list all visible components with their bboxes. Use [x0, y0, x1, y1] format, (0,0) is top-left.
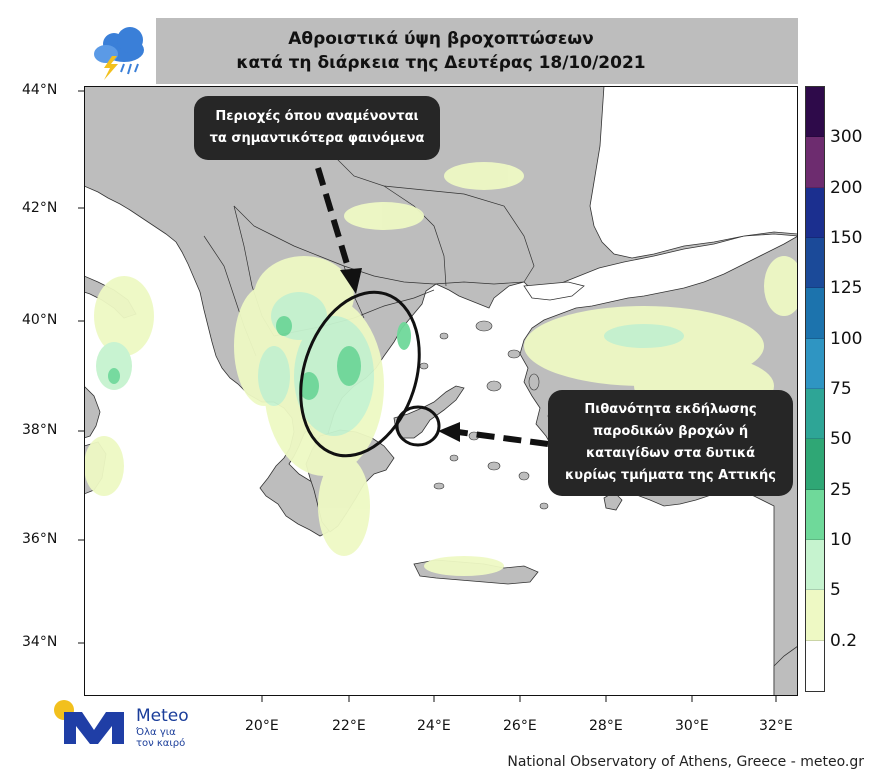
legend-label: 300 — [830, 127, 863, 148]
legend-swatch — [806, 187, 824, 238]
lon-label-28: 28°E — [589, 718, 623, 734]
logo-tagline: Όλα για τον καιρό — [136, 727, 185, 749]
precipitation-legend-bar — [805, 86, 825, 692]
precipitation-areas — [84, 162, 798, 576]
legend-swatch — [806, 288, 824, 339]
logo-tagline-line1: Όλα για — [136, 727, 176, 738]
legend-swatch — [806, 388, 824, 440]
black-sea — [589, 86, 798, 259]
lon-label-20: 20°E — [245, 718, 279, 734]
cyprus-island — [773, 645, 798, 696]
map-frame — [84, 86, 798, 696]
rain-cloud-lightning-icon — [84, 18, 156, 84]
legend-swatch — [806, 640, 824, 691]
legend-label: 75 — [830, 379, 852, 399]
callout-attica-line4: κυρίως τμήματα της Αττικής — [565, 468, 776, 483]
legend-label: 150 — [830, 228, 863, 248]
legend-swatch — [806, 338, 824, 389]
lon-label-24: 24°E — [417, 718, 451, 734]
lon-label-22: 22°E — [332, 718, 366, 734]
legend-label: 5 — [830, 580, 841, 601]
meteo-logo-icon — [54, 700, 124, 744]
callout-attica-line3: καταιγίδων στα δυτικά — [585, 446, 756, 461]
callout-attica-line2: παροδικών βροχών ή — [592, 424, 749, 439]
marmara-sea — [523, 281, 585, 301]
lat-label-44: 44°N — [22, 82, 58, 98]
logo-name: Meteo — [136, 706, 189, 726]
arrow-to-main-area — [315, 167, 353, 275]
legend-swatch — [806, 137, 824, 188]
lat-label-40: 40°N — [22, 312, 58, 328]
legend-swatch — [806, 539, 824, 591]
legend-label: 10 — [830, 530, 852, 550]
map-ticks — [78, 90, 777, 702]
lat-label-36: 36°N — [22, 531, 58, 547]
map-title-box: Αθροιστικά ύψη βροχοπτώσεων κατά τη διάρ… — [84, 18, 798, 84]
legend-swatch — [806, 489, 824, 540]
callout-main-phenomena: Περιοχές όπου αναμένονται τα σημαντικότε… — [194, 96, 440, 160]
legend-label: 125 — [830, 278, 863, 299]
map-title-line2: κατά τη διάρκεια της Δευτέρας 18/10/2021 — [236, 53, 646, 73]
lat-label-38: 38°N — [22, 422, 58, 438]
logo-tagline-line2: τον καιρό — [136, 738, 186, 749]
callout-main-line1: Περιοχές όπου αναμένονται — [215, 109, 419, 124]
attica-ellipse — [395, 405, 441, 447]
legend-swatch — [806, 87, 824, 138]
legend-label: 50 — [830, 429, 852, 450]
lon-label-26: 26°E — [503, 718, 537, 734]
aegean-islands — [419, 320, 561, 510]
callout-main-line2: τα σημαντικότερα φαινόμενα — [209, 131, 425, 146]
callout-attica-line1: Πιθανότητα εκδήλωσης — [584, 402, 757, 417]
lon-label-32: 32°E — [759, 718, 793, 734]
legend-label: 200 — [830, 177, 863, 198]
legend-label: 25 — [830, 479, 852, 500]
lon-label-30: 30°E — [675, 718, 709, 734]
footer-credit: National Observatory of Athens, Greece -… — [507, 754, 864, 770]
main-phenomena-ellipse — [299, 290, 421, 458]
callout-attica: Πιθανότητα εκδήλωσης παροδικών βροχών ή … — [548, 390, 793, 496]
legend-swatch — [806, 439, 824, 490]
map-title-line1: Αθροιστικά ύψη βροχοπτώσεων — [288, 29, 594, 49]
legend-label: 100 — [830, 328, 863, 349]
lat-label-34: 34°N — [22, 634, 58, 650]
lat-label-42: 42°N — [22, 200, 58, 216]
legend-label: 0.2 — [830, 630, 858, 651]
attica-evia-land — [393, 385, 465, 439]
italy-south-land — [84, 385, 101, 439]
legend-swatch — [806, 590, 824, 641]
arrow-to-attica — [457, 429, 549, 447]
legend-swatch — [806, 237, 824, 289]
